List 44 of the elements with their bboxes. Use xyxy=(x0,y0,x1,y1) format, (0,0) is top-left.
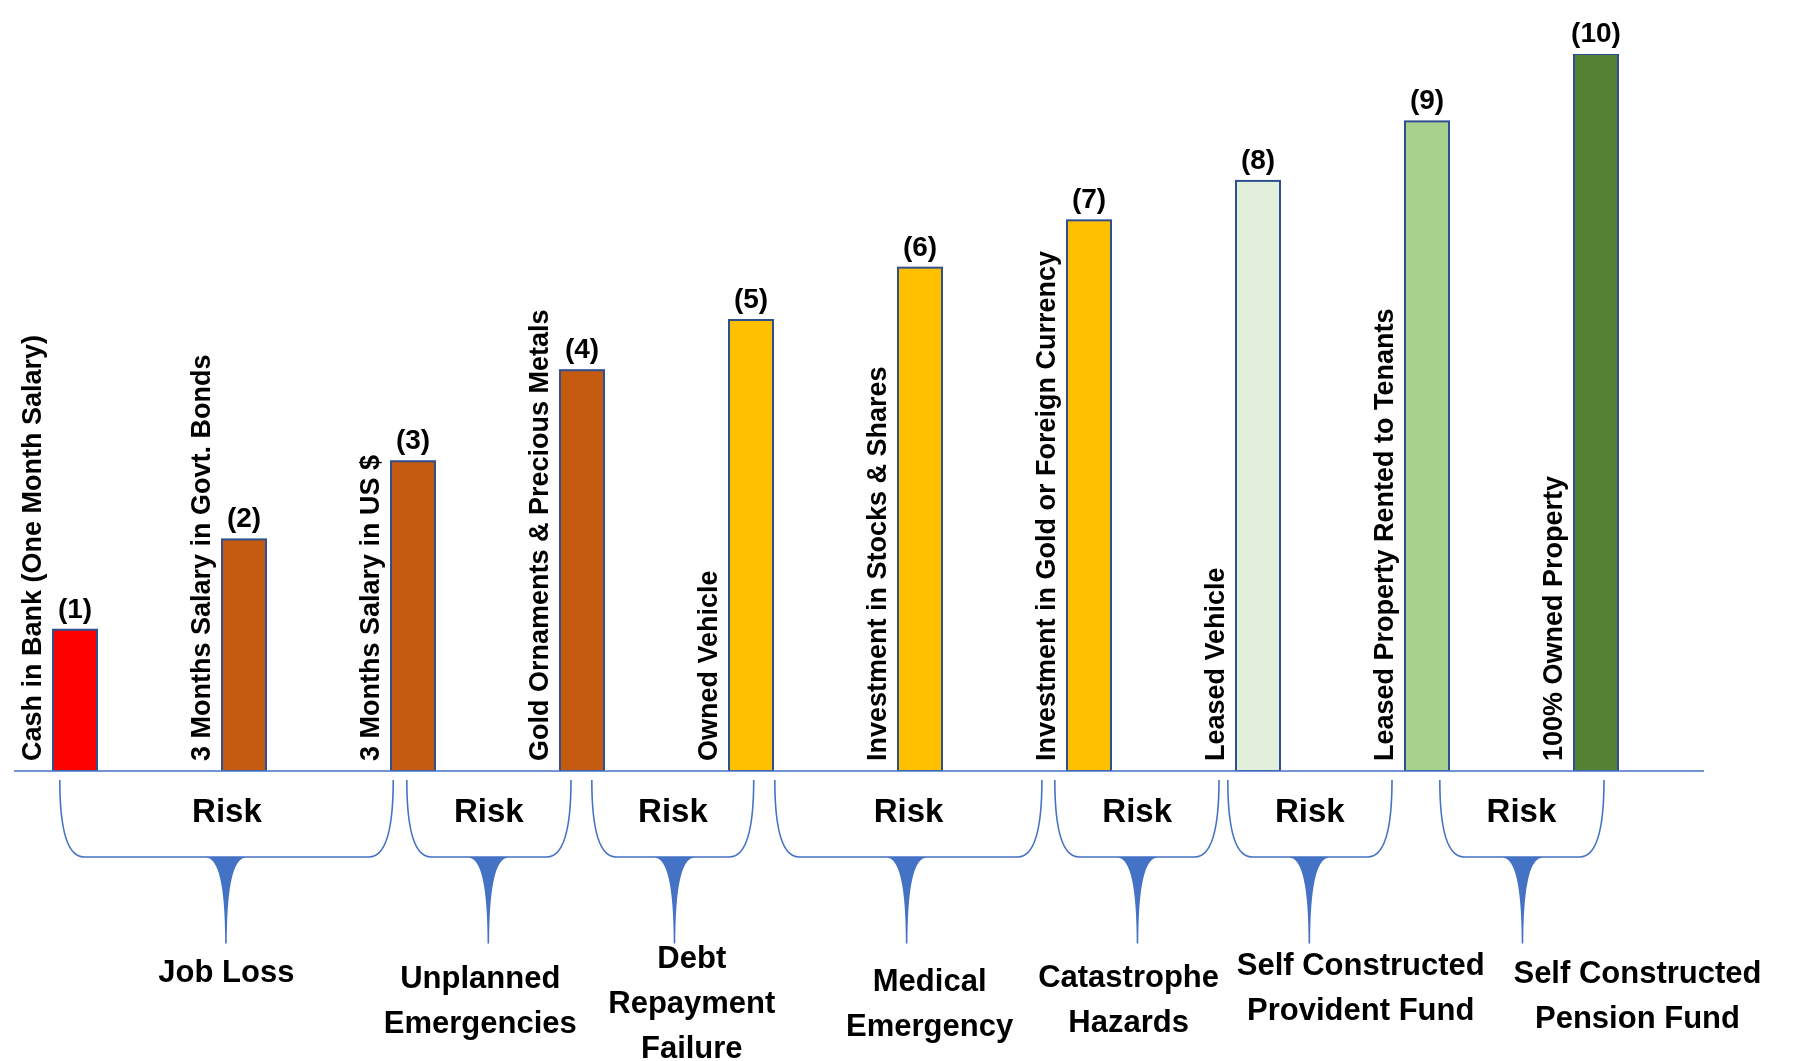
text: Unplanned Emergencies xyxy=(382,958,578,1042)
text: Risk xyxy=(872,791,945,832)
x-tick-label: Investment in Gold or Foreign Currency xyxy=(1031,250,1061,761)
annotation: (5) xyxy=(733,283,769,315)
text: Catastrophe Hazards xyxy=(1038,958,1220,1039)
x-tick-label: 3 Months Salary in US $ xyxy=(355,454,385,761)
x-tick-label: 100% Owned Property xyxy=(1538,475,1568,761)
text: Risk xyxy=(1274,791,1346,832)
annotation: (2) xyxy=(226,502,262,534)
annotation: (7) xyxy=(1071,183,1107,215)
x-tick-label: 3 Months Salary in Govt. Bonds xyxy=(186,354,216,761)
x-tick-label: Gold Ornaments & Precious Metals xyxy=(524,309,554,761)
text: Risk xyxy=(637,791,709,832)
text: Self Constructed Provident Fund xyxy=(1235,946,1486,1030)
bar xyxy=(728,319,774,771)
bar xyxy=(1573,54,1619,771)
bar xyxy=(1066,219,1112,771)
annotation: (3) xyxy=(395,424,431,456)
x-tick-label: Owned Vehicle xyxy=(693,570,723,761)
text: Risk xyxy=(191,791,263,832)
text: Job Loss xyxy=(157,953,296,992)
text: (10) xyxy=(1571,17,1621,48)
bar xyxy=(52,628,98,771)
x-tick-label: Cash in Bank (One Month Salary) xyxy=(17,334,47,761)
text: Debt Repayment Failure xyxy=(607,939,777,1061)
bar xyxy=(390,460,436,771)
annotation: (9) xyxy=(1409,84,1445,116)
text: Risk xyxy=(1485,791,1558,832)
text: Risk xyxy=(453,791,525,832)
text: Medical Emergency xyxy=(845,962,1015,1046)
x-tick-label: Leased Property Rented to Tenants xyxy=(1369,308,1399,761)
text: Self Constructed Pension Fund xyxy=(1512,954,1763,1038)
bar xyxy=(1235,179,1281,771)
bar xyxy=(559,369,605,771)
annotation: (4) xyxy=(564,333,600,365)
annotation: (1) xyxy=(57,592,93,624)
x-tick-label: Investment in Stocks & Shares xyxy=(862,366,892,761)
text: Risk xyxy=(1101,791,1174,832)
bar xyxy=(1404,120,1450,771)
bar xyxy=(897,266,943,771)
x-tick-label: Leased Vehicle xyxy=(1200,567,1230,761)
bar xyxy=(221,538,267,771)
annotation: (8) xyxy=(1240,143,1276,175)
annotation: (6) xyxy=(902,230,938,262)
